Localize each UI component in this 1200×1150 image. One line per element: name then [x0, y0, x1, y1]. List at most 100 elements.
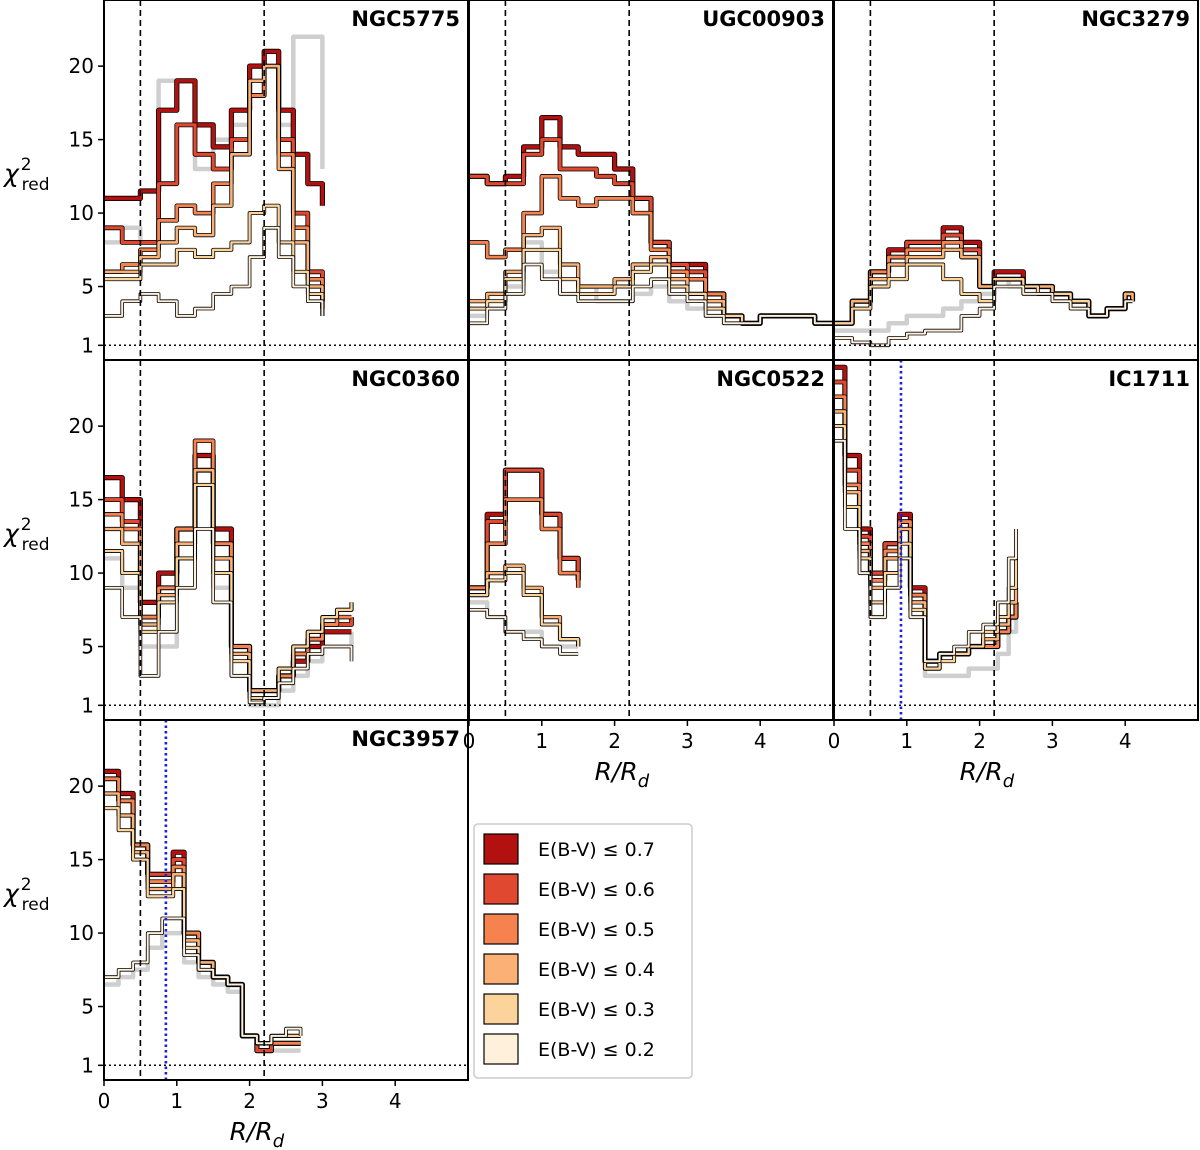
x-axis-label: R/Rd	[230, 1117, 285, 1150]
y-axis-label-main: χ	[2, 879, 20, 908]
legend-swatch	[483, 953, 519, 985]
y-tick-label: 15	[69, 488, 94, 512]
panel-ic1711: IC1711 0 1 2 3 4 R/Rd	[828, 359, 1199, 792]
legend-swatch	[483, 993, 519, 1025]
series-3-line	[469, 498, 580, 590]
legend-swatch	[483, 1033, 519, 1065]
legend-label: E(B-V) ≤ 0.2	[538, 1039, 655, 1061]
panel-title: NGC5775	[351, 7, 460, 31]
panel-title: IC1711	[1108, 367, 1190, 391]
y-tick-label: 5	[81, 995, 94, 1019]
y-tick-label: 20	[69, 414, 94, 438]
legend-frame	[473, 823, 693, 1079]
legend-swatch	[483, 833, 519, 865]
panel-title: NGC3957	[351, 727, 460, 751]
legend: E(B-V) ≤ 0.7 E(B-V) ≤ 0.6 E(B-V) ≤ 0.5 E(B-…	[473, 823, 693, 1079]
x-tick-label: 0	[828, 729, 841, 753]
y-tick-label: 10	[69, 561, 94, 585]
panel-frame	[103, 719, 469, 1081]
series-2-line	[469, 468, 580, 590]
panel-plot-area	[834, 0, 1198, 360]
panel-plot-area	[104, 720, 468, 1080]
x-axis-label-sub: d	[638, 771, 650, 792]
x-tick-label: 2	[243, 1089, 256, 1113]
y-tick-label: 5	[81, 635, 94, 659]
panel-plot-area	[104, 360, 468, 720]
legend-label: E(B-V) ≤ 0.3	[538, 999, 655, 1021]
x-axis-label-main: R/R	[230, 1117, 273, 1146]
x-tick-label: 1	[170, 1089, 183, 1113]
y-tick-label: 15	[69, 128, 94, 152]
series-6-line	[104, 528, 353, 704]
series-5-line	[469, 571, 580, 647]
series-6-line	[834, 285, 1133, 347]
x-axis-label: R/Rd	[595, 757, 650, 792]
series-6-line	[834, 439, 1017, 663]
panel-ugc00903: UGC00903	[468, 0, 834, 361]
x-tick-label: 4	[1119, 729, 1132, 753]
x-axis-label-main: R/R	[960, 757, 1003, 786]
panel-title: NGC0360	[351, 367, 460, 391]
y-axis-label-main: χ	[2, 159, 20, 188]
y-tick-label: 20	[69, 774, 94, 798]
series-5-line	[104, 483, 353, 700]
y-tick-label: 10	[69, 201, 94, 225]
x-tick-label: 0	[98, 1089, 111, 1113]
y-tick-label: 1	[81, 333, 94, 357]
y-tick-label: 15	[69, 848, 94, 872]
y-axis-label: χ 2 red	[2, 875, 50, 915]
y-axis-label-sub: red	[22, 175, 50, 195]
series-6-line	[104, 226, 324, 317]
x-tick-label: 3	[316, 1089, 329, 1113]
y-axis-label: χ 2 red	[2, 515, 50, 555]
x-axis-label: R/Rd	[960, 757, 1015, 792]
series-4-line	[104, 64, 324, 316]
series-6-line	[469, 608, 579, 655]
y-axis-label-sup: 2	[21, 515, 32, 535]
x-tick-label: 1	[900, 729, 913, 753]
y-tick-label: 20	[69, 54, 94, 78]
panel-frame	[468, 359, 834, 721]
x-tick-label: 3	[681, 729, 694, 753]
panel-plot-area	[834, 360, 1198, 720]
x-axis-label-sub: d	[273, 1131, 285, 1150]
panel-title: NGC3279	[1081, 7, 1190, 31]
legend-label: E(B-V) ≤ 0.7	[538, 839, 655, 861]
series-6-outline	[104, 916, 303, 1046]
panel-plot-area	[104, 0, 468, 360]
panel-plot-area	[469, 0, 833, 360]
y-tick-label: 1	[81, 693, 94, 717]
panel-title: UGC00903	[702, 7, 825, 31]
series-5-line	[104, 807, 301, 1045]
legend-label: E(B-V) ≤ 0.6	[538, 879, 655, 901]
y-axis-label-sup: 2	[21, 155, 32, 175]
series-5-line	[834, 424, 1018, 670]
x-axis-label-main: R/R	[595, 757, 638, 786]
legend-swatch	[483, 873, 519, 905]
legend-swatch	[483, 913, 519, 945]
y-axis-label: χ 2 red	[2, 155, 50, 195]
legend-label: E(B-V) ≤ 0.5	[538, 919, 655, 941]
series-6-line	[469, 263, 833, 325]
series-gray-line	[104, 930, 301, 1053]
panel-frame	[833, 359, 1199, 721]
y-axis-label-sub: red	[22, 535, 50, 555]
y-tick-label: 1	[81, 1053, 94, 1077]
x-axis-label-sub: d	[1003, 771, 1015, 792]
x-tick-label: 4	[754, 729, 767, 753]
panel-plot-area	[469, 360, 833, 720]
x-tick-label: 2	[608, 729, 621, 753]
y-axis-label-main: χ	[2, 519, 20, 548]
x-tick-label: 1	[535, 729, 548, 753]
x-tick-label: 2	[973, 729, 986, 753]
panel-frame	[833, 0, 1199, 361]
y-tick-label: 10	[69, 921, 94, 945]
series-6-line	[104, 917, 302, 1045]
panel-title: NGC0522	[716, 367, 825, 391]
